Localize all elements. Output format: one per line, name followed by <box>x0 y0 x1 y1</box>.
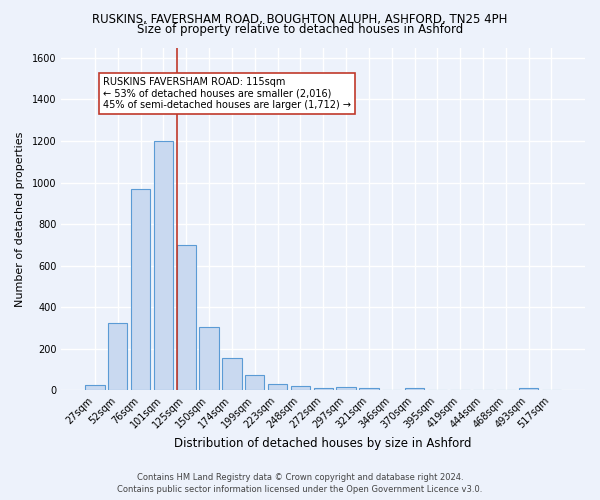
Bar <box>314 388 333 390</box>
Text: RUSKINS, FAVERSHAM ROAD, BOUGHTON ALUPH, ASHFORD, TN25 4PH: RUSKINS, FAVERSHAM ROAD, BOUGHTON ALUPH,… <box>92 12 508 26</box>
Bar <box>199 327 219 390</box>
Bar <box>405 388 424 390</box>
Bar <box>108 322 127 390</box>
Text: RUSKINS FAVERSHAM ROAD: 115sqm
← 53% of detached houses are smaller (2,016)
45% : RUSKINS FAVERSHAM ROAD: 115sqm ← 53% of … <box>103 76 351 110</box>
Bar <box>222 358 242 390</box>
Bar <box>359 388 379 390</box>
Bar <box>519 388 538 390</box>
Bar <box>154 141 173 390</box>
Bar <box>245 374 265 390</box>
Bar <box>85 385 104 390</box>
Bar <box>176 245 196 390</box>
Bar <box>337 387 356 390</box>
Bar <box>131 188 150 390</box>
X-axis label: Distribution of detached houses by size in Ashford: Distribution of detached houses by size … <box>175 437 472 450</box>
Y-axis label: Number of detached properties: Number of detached properties <box>15 131 25 306</box>
Text: Contains HM Land Registry data © Crown copyright and database right 2024.
Contai: Contains HM Land Registry data © Crown c… <box>118 472 482 494</box>
Text: Size of property relative to detached houses in Ashford: Size of property relative to detached ho… <box>137 22 463 36</box>
Bar <box>268 384 287 390</box>
Bar <box>290 386 310 390</box>
